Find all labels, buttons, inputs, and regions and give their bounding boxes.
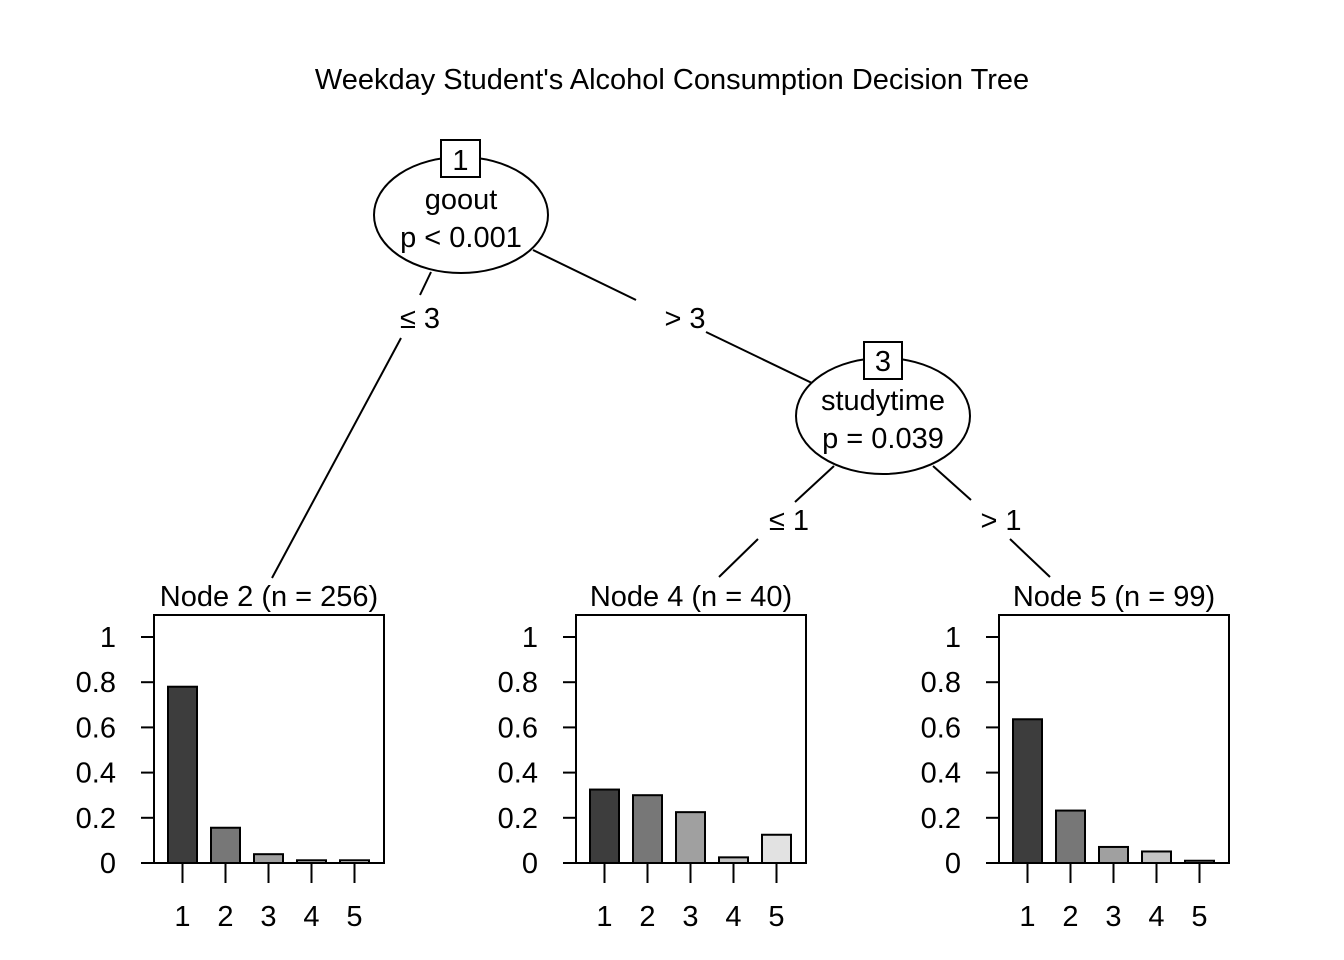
bar-class-2 (632, 794, 663, 865)
x-tick-label: 2 (1062, 901, 1078, 933)
y-tick-label: 0.8 (921, 667, 961, 699)
y-tick-label: 0 (945, 848, 961, 880)
x-tick-label: 1 (174, 901, 190, 933)
bar-class-2 (210, 826, 241, 865)
edge-label-3-5: > 1 (980, 505, 1021, 537)
x-tick-label: 3 (260, 901, 276, 933)
x-tick-label: 1 (1019, 901, 1035, 933)
x-tick-label: 5 (1191, 901, 1207, 933)
y-tick-label: 0.4 (921, 758, 961, 790)
y-tick-label: 0 (100, 848, 116, 880)
node-pvalue: p = 0.039 (822, 423, 944, 455)
y-tick-label: 0.2 (921, 803, 961, 835)
x-tick-label: 3 (1105, 901, 1121, 933)
node-pvalue: p < 0.001 (400, 222, 522, 254)
node-id-box (440, 139, 481, 178)
edge-label-1-2: ≤ 3 (400, 303, 440, 335)
bar-class-1 (1012, 718, 1043, 864)
node-variable: studytime (821, 385, 945, 417)
panel-title: Node 5 (n = 99) (1013, 581, 1215, 613)
diagram-title: Weekday Student's Alcohol Consumption De… (315, 64, 1029, 96)
node-id: 1 (452, 145, 468, 177)
x-tick-label: 4 (1148, 901, 1164, 933)
edge-1-2-upper (419, 271, 432, 296)
edge-3-4-lower (718, 538, 759, 578)
x-tick-label: 1 (596, 901, 612, 933)
x-tick-label: 2 (639, 901, 655, 933)
bar-class-5 (761, 833, 792, 864)
x-tick-label: 5 (346, 901, 362, 933)
x-tick-label: 4 (725, 901, 741, 933)
y-tick-label: 1 (945, 622, 961, 654)
edge-label-3-4: ≤ 1 (769, 505, 809, 537)
y-tick-label: 0.6 (76, 712, 116, 744)
bar-class-3 (1098, 845, 1129, 864)
edge-3-5-lower (1009, 538, 1051, 578)
node-id-box (863, 341, 903, 380)
node-variable: goout (425, 184, 498, 216)
edge-3-4-upper (794, 465, 835, 503)
terminal-node-2: Node 2 (n = 256)00.20.40.60.811 2 3 4 5 (76, 581, 385, 933)
terminal-node-4: Node 4 (n = 40)00.20.40.60.811 2 3 4 5 (498, 581, 807, 933)
tree-edges (271, 249, 1051, 579)
bar-class-4 (1141, 850, 1172, 864)
inner-node-1: 1 goout p < 0.001 (373, 139, 549, 274)
y-tick-label: 0.4 (498, 758, 538, 790)
x-tick-label: 3 (682, 901, 698, 933)
bar-class-1 (167, 685, 198, 864)
y-tick-label: 0.2 (76, 803, 116, 835)
y-tick-label: 0.8 (498, 667, 538, 699)
edge-1-3-lower (705, 331, 815, 385)
edge-1-2-lower (271, 337, 402, 579)
bar-class-2 (1055, 809, 1086, 864)
bar-class-3 (253, 853, 284, 864)
edge-1-3-upper (532, 249, 637, 301)
x-tick-label: 5 (768, 901, 784, 933)
y-tick-label: 0.8 (76, 667, 116, 699)
panel-title: Node 2 (n = 256) (160, 581, 378, 613)
y-tick-label: 1 (522, 622, 538, 654)
bar-class-3 (675, 811, 706, 865)
x-tick-label: 4 (303, 901, 319, 933)
edge-label-1-3: > 3 (664, 303, 705, 335)
y-tick-label: 0.2 (498, 803, 538, 835)
node-id: 3 (875, 346, 891, 378)
y-tick-label: 0.4 (76, 758, 116, 790)
terminal-node-5: Node 5 (n = 99)00.20.40.60.811 2 3 4 5 (921, 581, 1230, 933)
inner-node-3: 3 studytime p = 0.039 (795, 341, 971, 475)
y-tick-label: 0.6 (921, 712, 961, 744)
bar-class-1 (589, 788, 620, 864)
panel-title: Node 4 (n = 40) (590, 581, 792, 613)
x-tick-label: 2 (217, 901, 233, 933)
edge-3-5-upper (932, 465, 972, 501)
y-tick-label: 0 (522, 848, 538, 880)
y-tick-label: 1 (100, 622, 116, 654)
y-tick-label: 0.6 (498, 712, 538, 744)
